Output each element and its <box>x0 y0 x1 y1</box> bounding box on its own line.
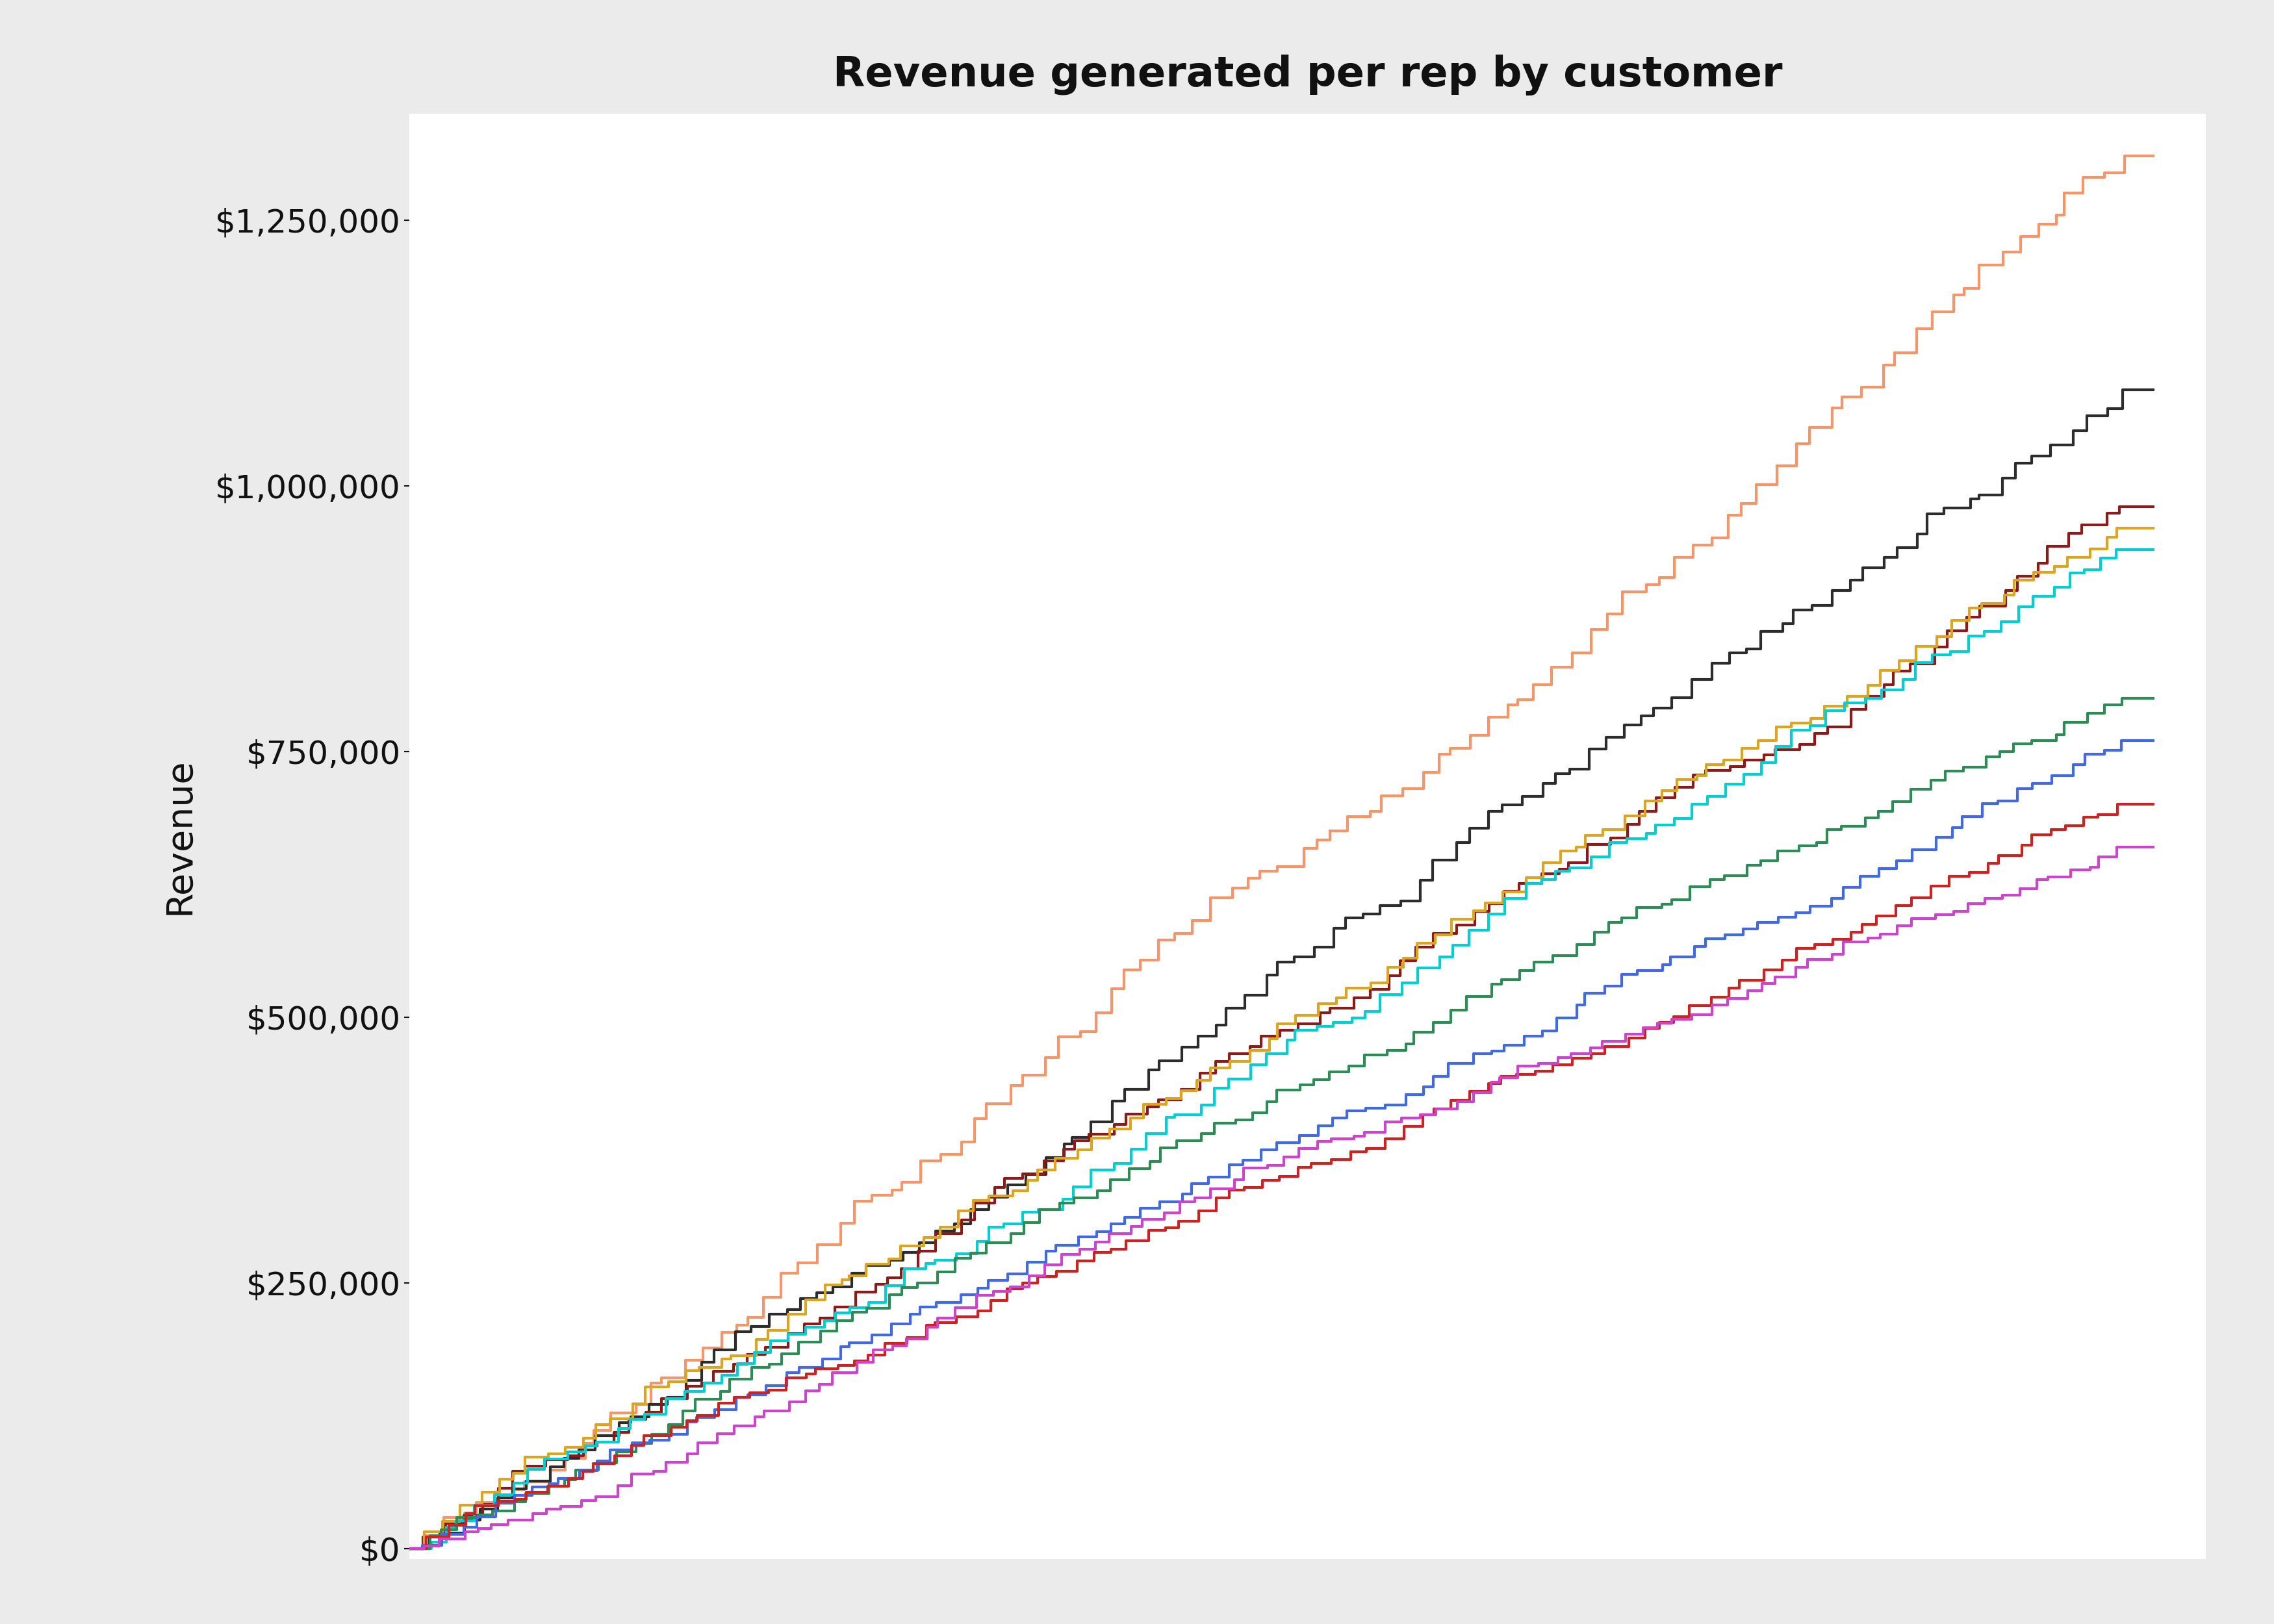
Title: Revenue generated per rep by customer: Revenue generated per rep by customer <box>832 55 1783 96</box>
Y-axis label: Revenue: Revenue <box>161 758 198 914</box>
